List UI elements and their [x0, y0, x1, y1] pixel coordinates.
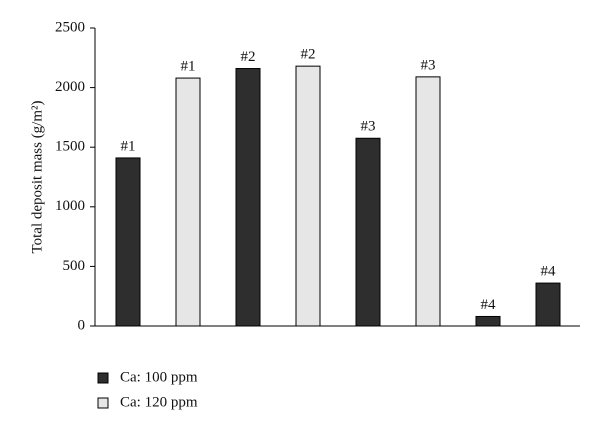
- legend-swatch: [97, 397, 109, 409]
- bar: [535, 282, 561, 327]
- bar: [235, 68, 261, 327]
- bar: [115, 157, 141, 327]
- bar-label: #4: [541, 264, 557, 280]
- bar: [295, 65, 321, 327]
- bar-label: #3: [361, 119, 376, 135]
- bar-label: #1: [121, 138, 136, 154]
- bar-label: #4: [481, 297, 497, 313]
- legend-swatch: [97, 372, 109, 384]
- bar-label: #2: [301, 47, 316, 63]
- bar: [415, 76, 441, 327]
- bar-label: #3: [421, 57, 436, 73]
- bar-label: #1: [181, 59, 196, 75]
- y-tick-label: 1000: [55, 198, 85, 214]
- legend-label: Ca: 100 ppm: [120, 369, 198, 385]
- y-tick-label: 1500: [55, 139, 85, 155]
- y-axis-label: Total deposit mass (g/m²): [29, 100, 45, 253]
- bar: [175, 77, 201, 327]
- legend-label: Ca: 120 ppm: [120, 394, 198, 410]
- y-tick-label: 2000: [55, 79, 85, 95]
- bar-label: #2: [241, 49, 256, 65]
- y-tick-label: 500: [63, 258, 86, 274]
- y-tick-label: 0: [78, 317, 86, 333]
- bar: [475, 315, 501, 327]
- y-tick-label: 2500: [55, 19, 85, 35]
- bar: [355, 137, 381, 327]
